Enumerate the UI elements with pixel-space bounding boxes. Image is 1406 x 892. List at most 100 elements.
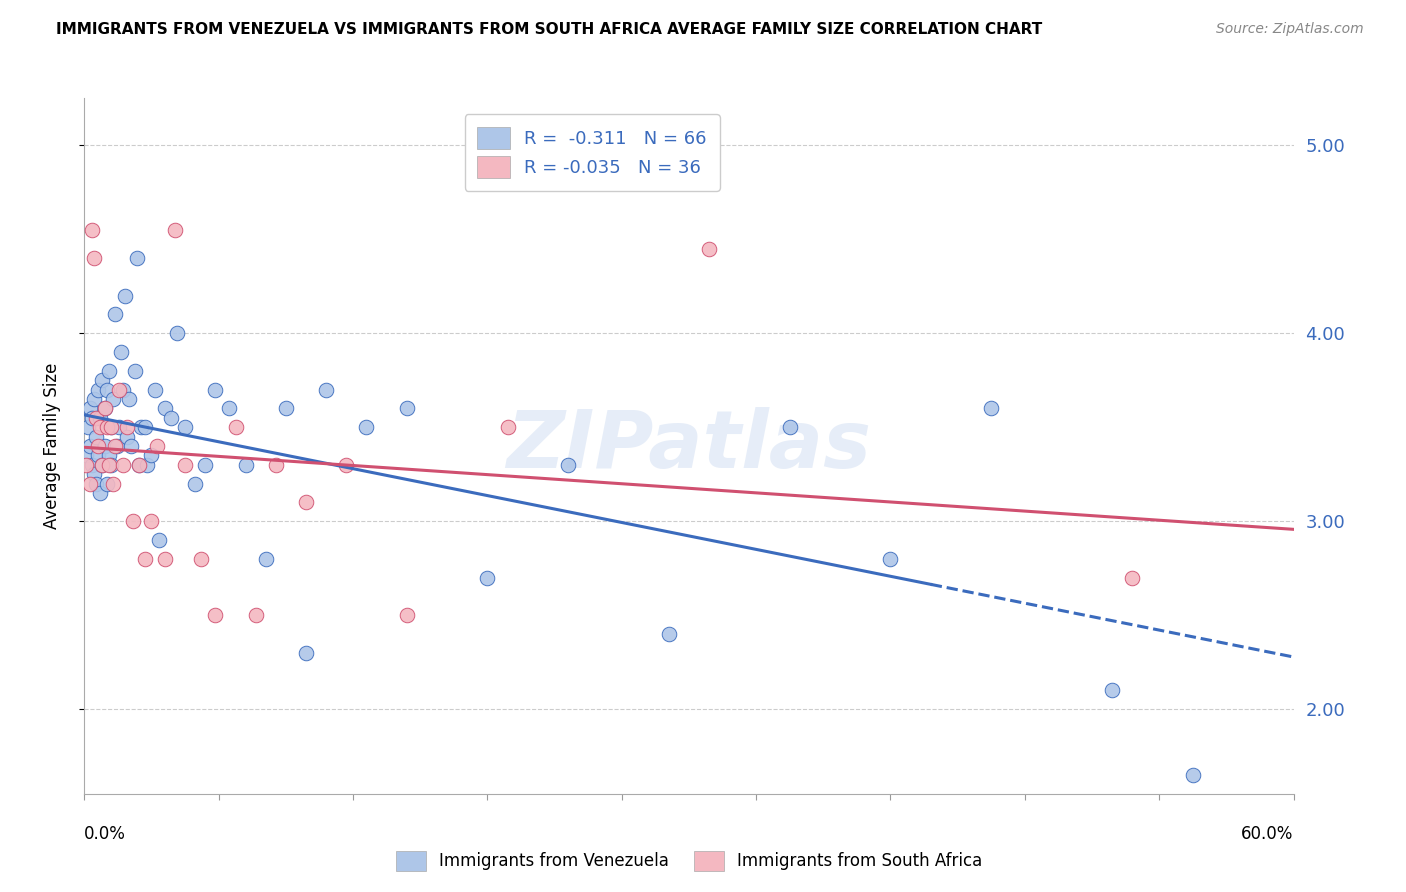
Point [79, 476, 101, 491]
Point [93, 401, 115, 416]
Text: IMMIGRANTS FROM VENEZUELA VS IMMIGRANTS FROM SOUTH AFRICA AVERAGE FAMILY SIZE CO: IMMIGRANTS FROM VENEZUELA VS IMMIGRANTS … [56, 22, 1042, 37]
Point [107, 420, 129, 434]
Point [128, 458, 150, 472]
Point [166, 326, 188, 341]
Point [83, 392, 105, 406]
Point [82, 410, 104, 425]
Legend: R =  -0.311   N = 66, R = -0.035   N = 36: R = -0.311 N = 66, R = -0.035 N = 36 [465, 114, 720, 191]
Point [118, 392, 141, 406]
Point [87, 439, 110, 453]
Point [75, 449, 97, 463]
Text: 0.0%: 0.0% [84, 825, 127, 843]
Point [190, 551, 212, 566]
Point [89, 420, 111, 434]
Point [134, 420, 156, 434]
Point [82, 223, 104, 237]
Point [143, 383, 166, 397]
Point [335, 458, 357, 472]
Point [96, 420, 118, 434]
Point [77, 420, 100, 434]
Point [148, 533, 170, 547]
Point [75, 458, 97, 472]
Point [477, 571, 499, 585]
Point [79, 439, 101, 453]
Point [105, 439, 128, 453]
Point [114, 288, 136, 302]
Point [91, 458, 114, 472]
Point [139, 449, 162, 463]
Point [83, 251, 105, 265]
Point [93, 439, 115, 453]
Point [153, 551, 176, 566]
Point [879, 551, 901, 566]
Point [1121, 571, 1143, 585]
Point [235, 458, 257, 472]
Point [204, 383, 226, 397]
Point [225, 420, 247, 434]
Point [315, 383, 337, 397]
Point [245, 608, 267, 623]
Point [100, 420, 122, 434]
Point [104, 439, 127, 453]
Point [86, 410, 108, 425]
Point [111, 458, 134, 472]
Point [97, 449, 120, 463]
Point [87, 449, 110, 463]
Point [264, 458, 287, 472]
Point [87, 383, 110, 397]
Point [86, 476, 108, 491]
Point [110, 345, 132, 359]
Text: ZIPatlas: ZIPatlas [506, 407, 872, 485]
Point [86, 429, 108, 443]
Point [496, 420, 519, 434]
Point [356, 420, 378, 434]
Point [295, 495, 318, 509]
Point [165, 223, 187, 237]
Y-axis label: Average Family Size: Average Family Size [42, 363, 60, 529]
Point [135, 458, 157, 472]
Point [100, 458, 122, 472]
Point [1101, 683, 1123, 698]
Point [83, 467, 105, 482]
Point [93, 401, 115, 416]
Legend: Immigrants from Venezuela, Immigrants from South Africa: Immigrants from Venezuela, Immigrants fr… [387, 842, 991, 880]
Point [89, 486, 111, 500]
Point [160, 410, 183, 425]
Point [174, 458, 197, 472]
Point [779, 420, 801, 434]
Point [146, 439, 169, 453]
Point [107, 383, 129, 397]
Point [91, 373, 114, 387]
Point [101, 476, 124, 491]
Point [120, 439, 142, 453]
Point [96, 383, 118, 397]
Point [128, 458, 150, 472]
Point [557, 458, 579, 472]
Point [115, 429, 138, 443]
Point [274, 401, 297, 416]
Point [395, 608, 418, 623]
Text: 60.0%: 60.0% [1241, 825, 1294, 843]
Point [125, 251, 148, 265]
Point [97, 364, 120, 378]
Point [254, 551, 277, 566]
Point [97, 458, 120, 472]
Point [1181, 768, 1204, 782]
Point [104, 307, 127, 321]
Point [115, 420, 138, 434]
Point [194, 458, 217, 472]
Point [129, 420, 152, 434]
Point [697, 242, 720, 256]
Point [82, 458, 104, 472]
Point [134, 551, 156, 566]
Point [79, 401, 101, 416]
Point [101, 392, 124, 406]
Point [153, 401, 176, 416]
Text: Source: ZipAtlas.com: Source: ZipAtlas.com [1216, 22, 1364, 37]
Point [174, 420, 197, 434]
Point [218, 401, 240, 416]
Point [121, 514, 143, 528]
Point [111, 383, 134, 397]
Point [658, 627, 681, 641]
Point [139, 514, 162, 528]
